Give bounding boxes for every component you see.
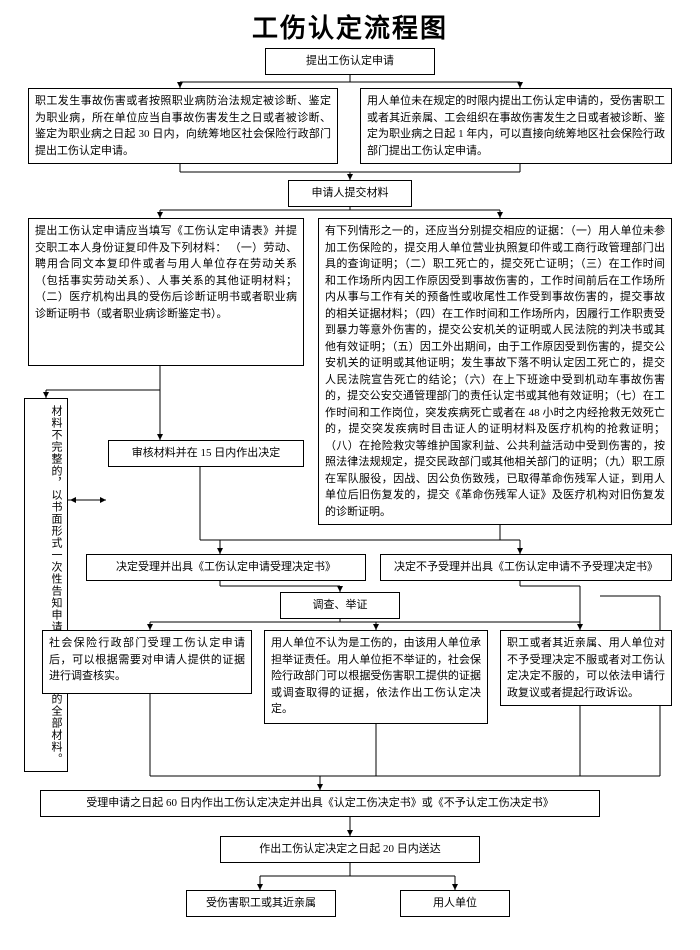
node-n2a: 职工发生事故伤害或者按照职业病防治法规定被诊断、鉴定为职业病，所在单位应当自事故… [28, 88, 338, 164]
node-n10: 作出工伤认定决定之日起 20 日内送达 [220, 836, 480, 863]
node-n1: 提出工伤认定申请 [265, 48, 435, 75]
node-n11b: 用人单位 [400, 890, 510, 917]
node-n7: 调查、举证 [280, 592, 400, 619]
node-n2b: 用人单位未在规定的时限内提出工伤认定申请的，受伤害职工或者其近亲属、工会组织在事… [360, 88, 672, 164]
node-n11a: 受伤害职工或其近亲属 [186, 890, 336, 917]
node-n6a: 决定受理并出具《工伤认定申请受理决定书》 [86, 554, 366, 581]
node-n8a: 社会保险行政部门受理工伤认定申请后，可以根据需要对申请人提供的证据进行调查核实。 [42, 630, 252, 694]
node-n6b: 决定不予受理并出具《工伤认定申请不予受理决定书》 [380, 554, 672, 581]
page-title: 工伤认定流程图 [0, 0, 700, 51]
node-n8c: 职工或者其近亲属、用人单位对不予受理决定不服或者对工伤认定决定不服的，可以依法申… [500, 630, 672, 706]
node-n4b: 有下列情形之一的，还应当分别提交相应的证据：（一）用人单位未参加工伤保险的，提交… [318, 218, 672, 525]
node-n9: 受理申请之日起 60 日内作出工伤认定决定并出具《认定工伤决定书》或《不予认定工… [40, 790, 600, 817]
node-n3: 申请人提交材料 [288, 180, 412, 207]
node-n8b: 用人单位不认为是工伤的，由该用人单位承担举证责任。用人单位拒不举证的，社会保险行… [264, 630, 488, 724]
node-n5side: 材料不完整的，以书面形式一次性告知申请人需要补正的全部材料。 [24, 398, 68, 772]
node-n4a: 提出工伤认定申请应当填写《工伤认定申请表》并提交职工本人身份证复印件及下列材料：… [28, 218, 304, 366]
node-n5: 审核材料并在 15 日内作出决定 [108, 440, 304, 467]
